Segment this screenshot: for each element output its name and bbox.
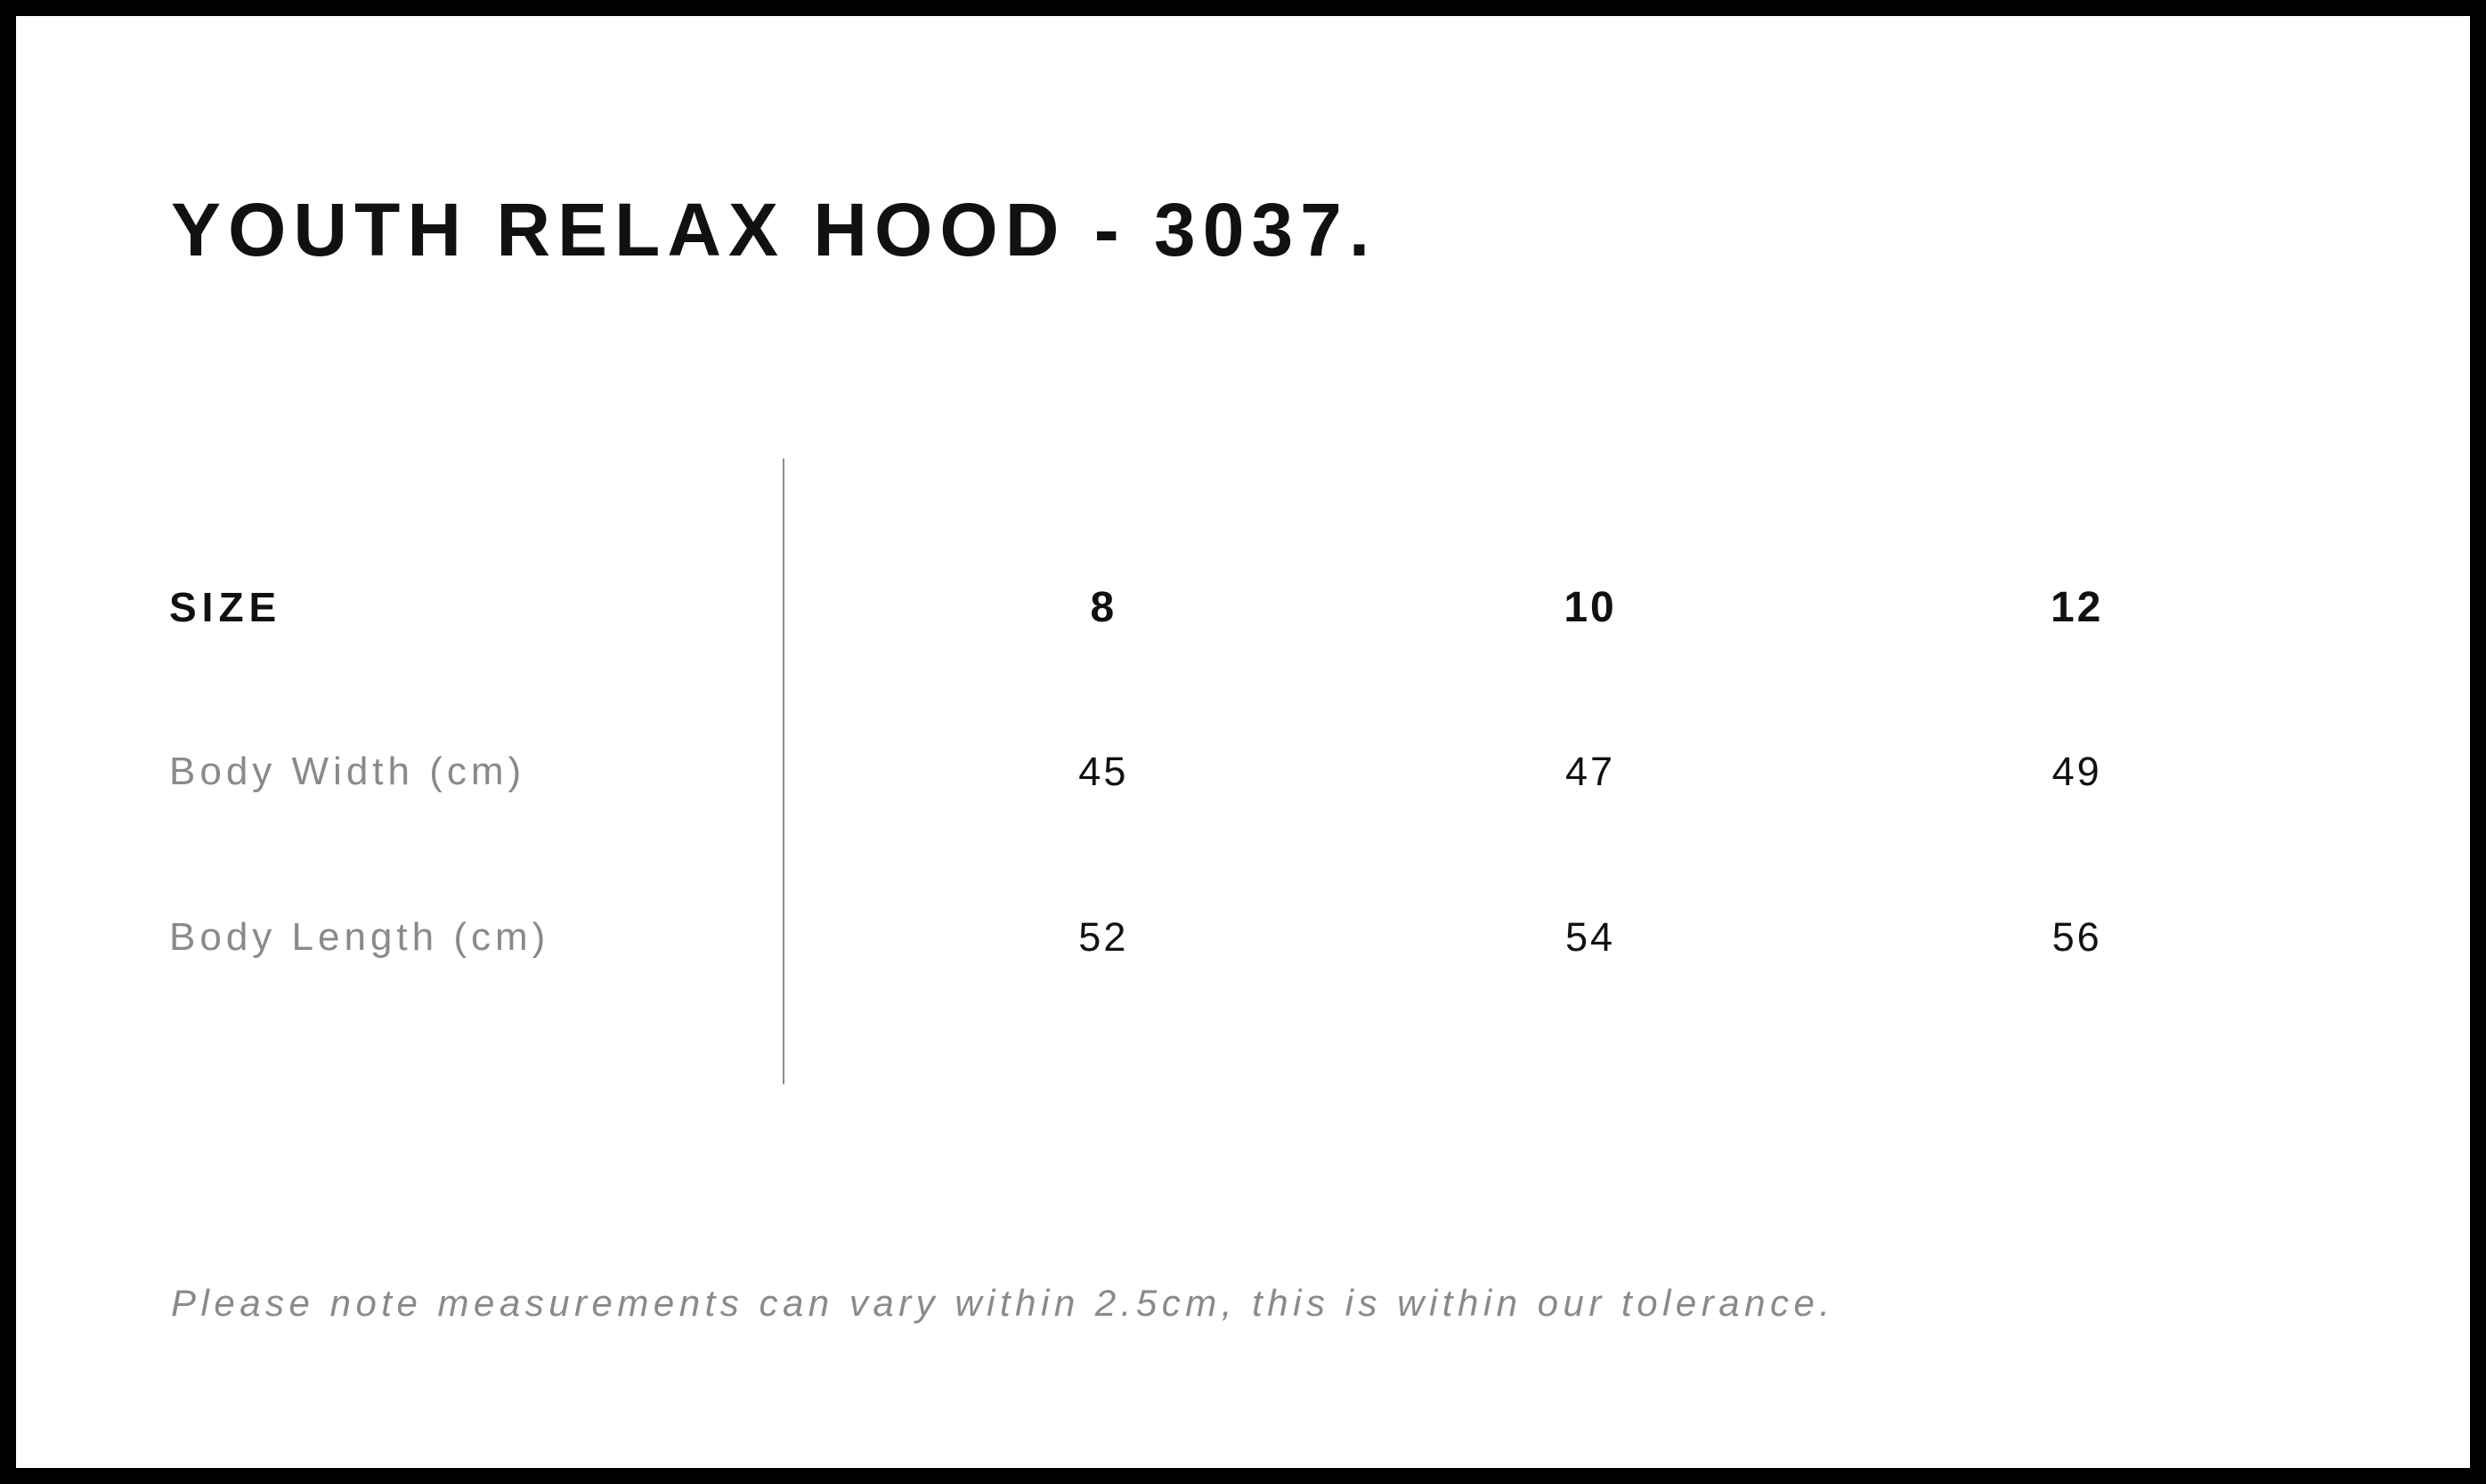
table-row-body-width: Body Width (cm) 45 47 49 <box>16 736 2470 807</box>
body-width-values: 45 47 49 <box>860 736 2320 807</box>
size-header-values: 8 10 12 <box>860 572 2320 643</box>
table-header-row: SIZE 8 10 12 <box>16 572 2470 643</box>
body-width-size-12: 49 <box>2051 749 2102 794</box>
body-width-size-10: 47 <box>1564 749 1616 794</box>
page-title: YOUTH RELAX HOOD - 3037. <box>171 188 1377 272</box>
body-width-label: Body Width (cm) <box>169 750 526 793</box>
body-length-size-12: 56 <box>2051 914 2102 960</box>
vertical-divider <box>783 458 784 1084</box>
table-row-body-length: Body Length (cm) 52 54 56 <box>16 902 2470 973</box>
size-column-8: 8 <box>1090 583 1117 631</box>
tolerance-note: Please note measurements can vary within… <box>171 1282 1835 1324</box>
body-length-size-8: 52 <box>1078 914 1129 960</box>
body-length-values: 52 54 56 <box>860 902 2320 973</box>
body-length-label: Body Length (cm) <box>169 915 550 959</box>
body-width-size-8: 45 <box>1078 749 1129 794</box>
size-column-12: 12 <box>2050 583 2104 631</box>
size-column-10: 10 <box>1564 583 1617 631</box>
body-length-size-10: 54 <box>1564 914 1616 960</box>
size-header-label: SIZE <box>169 584 282 630</box>
